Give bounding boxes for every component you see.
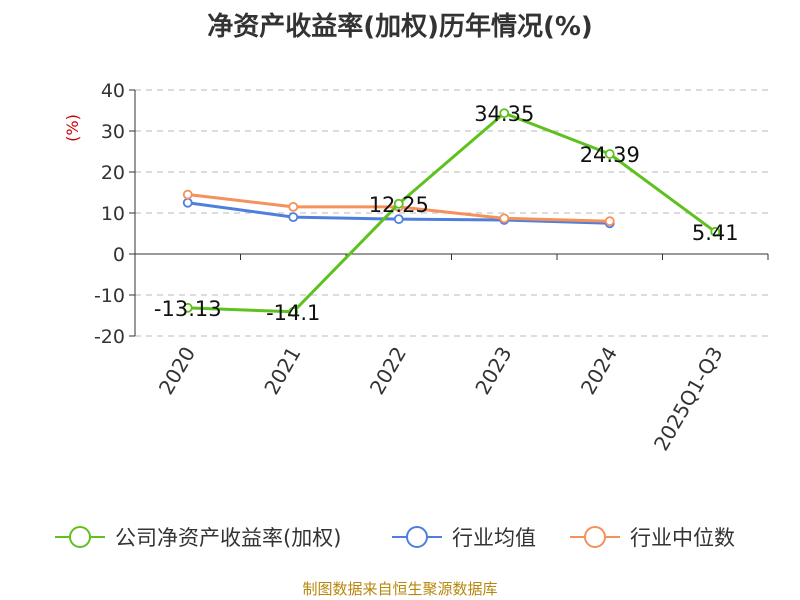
data-point	[710, 226, 721, 237]
axes: 40 30 20 10 0 -10 -20 2020 2021 2022 2023 2024 2025Q…	[94, 80, 769, 455]
legend-label: 行业均值	[452, 526, 536, 550]
x-tick-label: 2020	[154, 343, 200, 399]
x-tick-label: 2021	[259, 343, 305, 399]
data-point	[499, 108, 510, 119]
data-point	[288, 212, 299, 223]
data-point	[182, 189, 193, 200]
chart-title: 净资产收益率(加权)历年情况(%)	[207, 12, 593, 42]
data-label: -13.13	[154, 297, 222, 321]
data-point	[393, 198, 404, 209]
y-tick-label: 40	[101, 80, 125, 102]
y-tick-label: -20	[94, 326, 125, 348]
series-line	[187, 111, 717, 314]
y-tick-label: -10	[94, 285, 125, 307]
y-tick-label: 10	[101, 203, 125, 225]
legend-label: 公司净资产收益率(加权)	[115, 526, 341, 550]
data-labels: -13.13 -14.1 12.25 34.35 24.39 5.41	[154, 102, 739, 325]
data-label: 24.39	[580, 143, 640, 167]
legend[interactable]: 公司净资产收益率(加权) 行业均值 行业中位数	[55, 526, 735, 550]
data-point	[604, 216, 615, 227]
data-point	[288, 306, 299, 317]
data-label: 5.41	[692, 221, 739, 245]
legend-marker	[69, 526, 91, 548]
legend-label: 行业中位数	[630, 526, 735, 550]
legend-marker	[584, 526, 606, 548]
data-point	[604, 149, 615, 159]
y-tick-label: 0	[113, 244, 125, 266]
data-point	[182, 197, 193, 208]
data-point	[499, 213, 510, 224]
data-point	[182, 302, 193, 313]
data-point	[393, 214, 404, 225]
x-tick-label: 2025Q1-Q3	[649, 343, 728, 455]
series-lines	[182, 108, 721, 317]
x-tick-label: 2022	[365, 343, 411, 399]
data-label: 34.35	[474, 102, 534, 126]
legend-marker	[406, 526, 428, 548]
y-axis-label: (%)	[63, 114, 82, 142]
y-tick-label: 30	[101, 121, 125, 143]
x-tick-label: 2023	[470, 343, 516, 399]
y-tick-label: 20	[101, 162, 125, 184]
x-tick-label: 2024	[576, 343, 622, 399]
data-label: -14.1	[266, 301, 320, 325]
data-point	[288, 201, 299, 212]
data-label: 12.25	[369, 193, 429, 217]
source-note: 制图数据来自恒生聚源数据库	[302, 580, 498, 598]
